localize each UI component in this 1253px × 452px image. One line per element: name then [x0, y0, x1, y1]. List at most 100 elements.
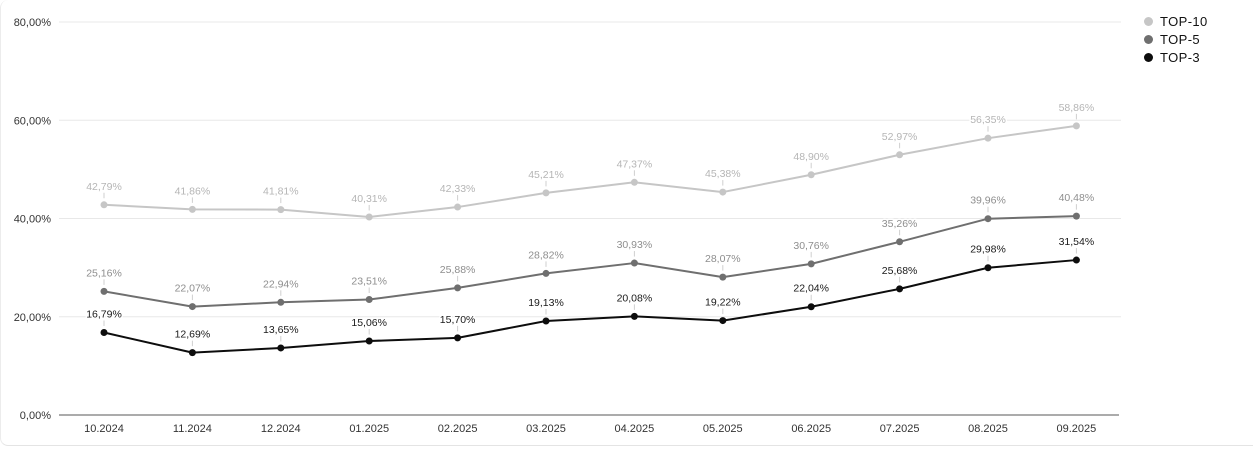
x-tick-label: 02.2025 — [438, 423, 478, 435]
data-point-marker — [542, 189, 550, 197]
x-tick-label: 04.2025 — [615, 423, 655, 435]
data-point-label: 40,31% — [351, 193, 387, 205]
data-point-marker — [100, 329, 108, 337]
y-tick-label: 20,00% — [14, 312, 52, 324]
data-point-label: 20,08% — [617, 292, 653, 304]
series-line — [103, 215, 1078, 308]
data-point-label: 25,16% — [86, 267, 122, 279]
legend-dot-icon — [1144, 34, 1153, 44]
data-point-marker — [365, 213, 373, 221]
x-tick-label: 10.2024 — [84, 423, 124, 435]
data-point-marker — [188, 205, 196, 213]
data-point-marker — [277, 344, 285, 352]
data-point-label: 56,35% — [970, 114, 1006, 126]
data-point-marker — [984, 215, 992, 223]
data-point-marker — [630, 178, 638, 186]
data-point-marker — [365, 296, 373, 304]
legend-dot-icon — [1144, 52, 1153, 62]
data-point-label: 52,97% — [882, 131, 918, 143]
data-point-marker — [277, 298, 285, 306]
legend-label: TOP-3 — [1160, 49, 1201, 65]
legend-dot-icon — [1144, 16, 1153, 26]
legend-label: TOP-5 — [1160, 31, 1201, 47]
x-tick-label: 01.2025 — [349, 423, 389, 435]
data-point-label: 30,93% — [617, 239, 653, 251]
data-point-label: 12,69% — [175, 329, 211, 341]
data-point-label: 13,65% — [263, 324, 299, 336]
data-point-marker — [188, 303, 196, 311]
data-point-marker — [896, 151, 904, 159]
legend-label: TOP-10 — [1160, 13, 1208, 29]
y-tick-label: 40,00% — [14, 214, 52, 226]
data-point-marker — [542, 269, 550, 277]
data-point-label: 31,54% — [1059, 236, 1095, 248]
data-point-marker — [719, 273, 727, 281]
legend-item-top-10[interactable]: TOP-10 — [1144, 13, 1208, 29]
data-point-label: 42,33% — [440, 183, 476, 195]
data-point-marker — [542, 317, 550, 325]
data-point-label: 19,13% — [528, 297, 564, 309]
data-point-marker — [896, 238, 904, 246]
x-tick-label: 06.2025 — [791, 423, 831, 435]
data-point-marker — [454, 334, 462, 342]
data-point-marker — [365, 337, 373, 345]
x-tick-label: 11.2024 — [173, 423, 212, 435]
data-point-label: 42,79% — [86, 181, 122, 193]
data-point-label: 22,94% — [263, 278, 299, 290]
x-tick-label: 12.2024 — [261, 423, 301, 435]
data-point-label: 39,96% — [970, 195, 1006, 207]
data-point-marker — [896, 285, 904, 293]
data-point-label: 16,79% — [86, 309, 122, 321]
series-line — [103, 124, 1078, 218]
data-point-label: 23,51% — [351, 276, 387, 288]
data-point-marker — [1072, 122, 1080, 130]
legend-item-top-3[interactable]: TOP-3 — [1144, 49, 1208, 65]
y-tick-label: 0,00% — [20, 410, 51, 422]
data-point-label: 45,38% — [705, 168, 741, 180]
y-tick-label: 80,00% — [14, 17, 52, 29]
data-point-marker — [984, 264, 992, 272]
data-point-marker — [100, 287, 108, 295]
data-point-label: 22,04% — [793, 283, 829, 295]
data-point-label: 48,90% — [793, 151, 829, 163]
data-point-label: 41,86% — [175, 185, 211, 197]
data-point-label: 41,81% — [263, 186, 299, 198]
x-tick-label: 07.2025 — [880, 423, 920, 435]
data-point-marker — [1072, 256, 1080, 264]
data-point-marker — [807, 260, 815, 268]
data-point-label: 40,48% — [1059, 192, 1095, 204]
y-tick-label: 60,00% — [14, 115, 52, 127]
data-point-marker — [807, 303, 815, 311]
data-point-marker — [630, 259, 638, 267]
data-point-marker — [719, 317, 727, 325]
x-tick-label: 05.2025 — [703, 423, 743, 435]
data-point-label: 35,26% — [882, 218, 918, 230]
data-point-marker — [454, 203, 462, 211]
data-point-label: 28,82% — [528, 249, 564, 261]
data-point-label: 29,98% — [970, 244, 1006, 256]
data-point-marker — [277, 206, 285, 214]
legend-item-top-5[interactable]: TOP-5 — [1144, 31, 1208, 47]
data-point-marker — [100, 201, 108, 209]
x-tick-label: 09.2025 — [1057, 423, 1097, 435]
x-tick-label: 08.2025 — [968, 423, 1008, 435]
chart-legend: TOP-10 TOP-5 TOP-3 — [1144, 13, 1208, 65]
data-point-label: 28,07% — [705, 253, 741, 265]
data-point-label: 15,70% — [440, 314, 476, 326]
data-point-label: 58,86% — [1059, 102, 1095, 114]
data-point-marker — [719, 188, 727, 196]
data-point-label: 25,68% — [882, 265, 918, 277]
data-point-label: 45,21% — [528, 169, 564, 181]
data-point-label: 19,22% — [705, 297, 741, 309]
data-point-label: 30,76% — [793, 240, 829, 252]
series-top-5: 25,16% 22,07% 22,94% 23,51% 25,88% 28,82% 30,9… — [85, 191, 1096, 311]
data-point-label: 22,07% — [175, 283, 211, 295]
series-line — [103, 259, 1078, 354]
data-point-marker — [984, 134, 992, 142]
data-point-marker — [1072, 212, 1080, 220]
data-point-label: 25,88% — [440, 264, 476, 276]
series-top-3: 16,79% 12,69% 13,65% 15,06% 15,70% 19,13% 20,0… — [85, 235, 1096, 357]
data-point-marker — [630, 312, 638, 320]
